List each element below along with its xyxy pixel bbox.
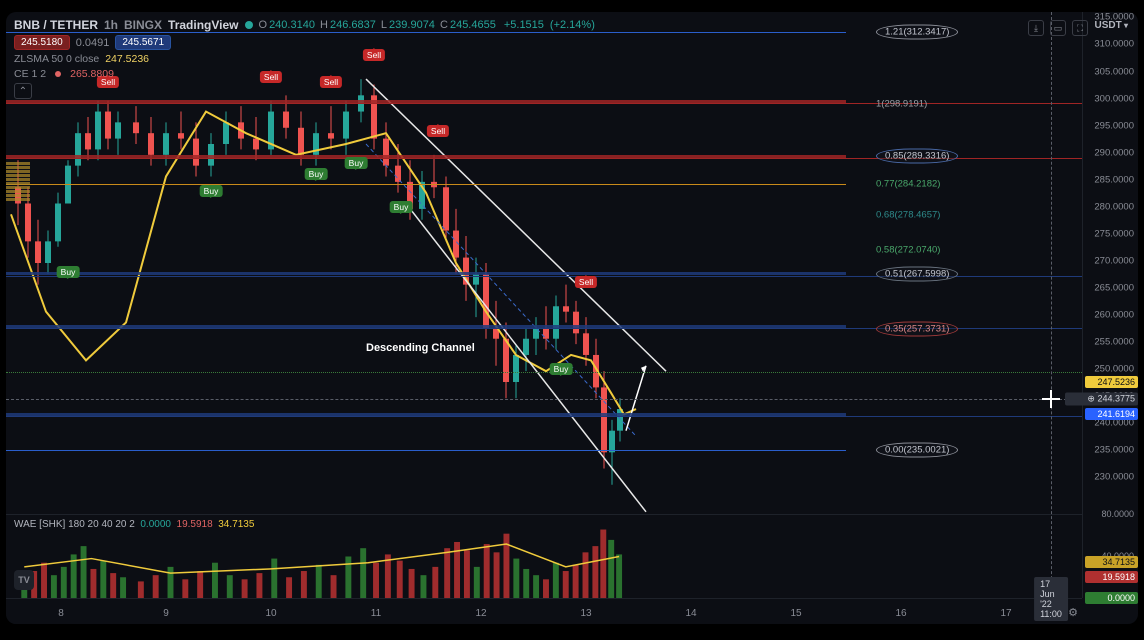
support-resistance-line[interactable] <box>6 413 846 416</box>
time-tick: 15 <box>790 608 801 619</box>
indicator-tag: 34.7135 <box>1085 556 1138 568</box>
exchange: BINGX <box>124 18 162 32</box>
ohlc: O240.3140 H246.6837 L239.9074 C245.4655 <box>259 19 498 31</box>
buy-signal[interactable]: Buy <box>345 157 368 169</box>
buy-signal[interactable]: Buy <box>200 185 223 197</box>
indicator-ce[interactable]: CE 1 2 <box>14 68 46 80</box>
time-tick: 12 <box>475 608 486 619</box>
fib-level-label[interactable]: 0.77(284.2182) <box>876 178 940 189</box>
indicator-ce-value: 265.8809 <box>70 68 114 80</box>
price-tick: 265.0000 <box>1094 282 1134 293</box>
crosshair-cursor <box>1042 390 1060 408</box>
bid-price[interactable]: 245.5180 <box>14 35 70 50</box>
currency-selector[interactable]: USDT <box>1095 20 1128 31</box>
tradingview-logo[interactable]: TV <box>14 570 34 590</box>
price-tag: 247.5236 <box>1085 376 1138 388</box>
time-tick: 9 <box>163 608 169 619</box>
indicator-wae-title[interactable]: WAE [SHK] 180 20 40 20 2 0.0000 19.5918 … <box>14 519 254 530</box>
time-settings-button[interactable]: ⚙ <box>1068 606 1078 619</box>
time-tick: 10 <box>265 608 276 619</box>
price-tick: 275.0000 <box>1094 228 1134 239</box>
sell-signal[interactable]: Sell <box>427 125 449 137</box>
price-tick: 310.0000 <box>1094 39 1134 50</box>
fib-level-label[interactable]: 0.51(267.5998) <box>876 266 958 281</box>
annotation-descending-channel[interactable]: Descending Channel <box>366 342 475 354</box>
buy-signal[interactable]: Buy <box>57 266 80 278</box>
price-tick: 305.0000 <box>1094 66 1134 77</box>
indicator-zlsma-value: 247.5236 <box>105 53 149 65</box>
status-dot <box>245 21 253 29</box>
crosshair-date: 17 Jun '22 11:00 <box>1034 577 1068 621</box>
symbol-info: BNB / TETHER 1h BINGX TradingView O240.3… <box>14 18 1028 98</box>
volume-profile <box>6 162 30 222</box>
support-resistance-line[interactable] <box>6 155 846 158</box>
price-tick: 255.0000 <box>1094 336 1134 347</box>
price-tick: 270.0000 <box>1094 255 1134 266</box>
time-axis[interactable]: 1 ⚙ 89101112131415161717 Jun '22 11:00 <box>6 598 1082 624</box>
fib-level-label[interactable]: 0.85(289.3316) <box>876 149 958 164</box>
fib-level-label[interactable]: 0.35(257.3731) <box>876 322 958 337</box>
snapshot-button[interactable]: ▭ <box>1050 20 1066 36</box>
support-resistance-line[interactable] <box>6 450 846 451</box>
support-resistance-line[interactable] <box>6 272 846 275</box>
auto-scale-button[interactable]: ⤓ <box>1028 20 1044 36</box>
change: +5.1515 <box>504 19 544 31</box>
support-resistance-line[interactable] <box>6 184 846 185</box>
platform: TradingView <box>168 18 238 32</box>
crosshair-horizontal <box>6 399 1082 400</box>
crosshair-vertical <box>1051 12 1052 624</box>
fullscreen-button[interactable]: ⛶ <box>1072 20 1088 36</box>
fib-level-label[interactable]: 0.68(278.4657) <box>876 210 940 221</box>
price-tick: 250.0000 <box>1094 364 1134 375</box>
chart-toolbar: ⤓ ▭ ⛶ <box>1028 20 1088 36</box>
crosshair-price-tag: 244.3775 <box>1065 393 1138 406</box>
fib-level-label[interactable]: 1(298.9191) <box>876 99 927 110</box>
buy-signal[interactable]: Buy <box>390 201 413 213</box>
time-tick: 8 <box>58 608 64 619</box>
chart-frame: BNB / TETHER 1h BINGX TradingView O240.3… <box>6 12 1138 624</box>
price-tick: 290.0000 <box>1094 147 1134 158</box>
interval[interactable]: 1h <box>104 18 118 32</box>
time-tick: 14 <box>685 608 696 619</box>
fib-level-label[interactable]: 0.58(272.0740) <box>876 244 940 255</box>
time-tick: 16 <box>895 608 906 619</box>
buy-signal[interactable]: Buy <box>550 363 573 375</box>
price-tick: 280.0000 <box>1094 201 1134 212</box>
sell-signal[interactable]: Sell <box>575 276 597 288</box>
ask-price[interactable]: 245.5671 <box>115 35 171 50</box>
price-tick: 260.0000 <box>1094 309 1134 320</box>
fib-level-label[interactable]: 0.00(235.0021) <box>876 443 958 458</box>
collapse-indicators-button[interactable]: ⌃ <box>14 83 32 99</box>
support-resistance-line[interactable] <box>6 325 846 328</box>
price-tick: 300.0000 <box>1094 93 1134 104</box>
price-tick: 285.0000 <box>1094 174 1134 185</box>
time-tick: 13 <box>580 608 591 619</box>
indicator-tag: 0.0000 <box>1085 592 1138 604</box>
time-tick: 17 <box>1000 608 1011 619</box>
indicator-tick: 80.0000 <box>1101 509 1134 519</box>
price-tick: 230.0000 <box>1094 472 1134 483</box>
indicator-tag: 19.5918 <box>1085 571 1138 583</box>
change-pct: (+2.14%) <box>550 19 595 31</box>
dotted-level-line[interactable] <box>6 372 1082 373</box>
price-tag: 241.6194 <box>1085 408 1138 420</box>
spread: 0.0491 <box>76 37 110 49</box>
price-tick: 235.0000 <box>1094 445 1134 456</box>
buy-signal[interactable]: Buy <box>305 168 328 180</box>
price-axis[interactable]: 315.0000310.0000305.0000300.0000295.0000… <box>1082 12 1138 514</box>
price-tick: 295.0000 <box>1094 120 1134 131</box>
support-resistance-line[interactable] <box>6 100 846 103</box>
symbol-name[interactable]: BNB / TETHER <box>14 18 98 32</box>
indicator-zlsma[interactable]: ZLSMA 50 0 close <box>14 53 99 65</box>
indicator-pane[interactable]: WAE [SHK] 180 20 40 20 2 0.0000 19.5918 … <box>6 514 1082 598</box>
indicator-axis[interactable]: 80.000040.00000.000034.713519.59180.0000 <box>1082 514 1138 598</box>
time-tick: 11 <box>371 608 381 619</box>
indicator-ce-dot <box>55 71 61 77</box>
